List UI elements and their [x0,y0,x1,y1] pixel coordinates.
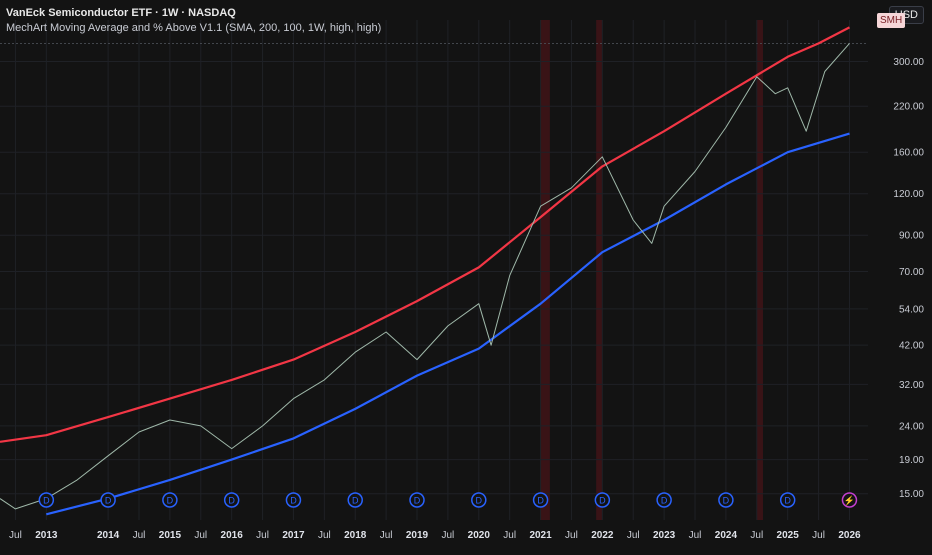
x-tick-label: Jul [194,530,207,541]
dividend-icon: D [414,496,421,506]
dividend-marker-circle [38,492,55,508]
x-tick-label: Jul [750,530,763,541]
dividend-icon: D [43,496,50,506]
dividend-icon: D [290,496,297,506]
x-tick-label: Jul [689,530,702,541]
indicator-title[interactable]: MechArt Moving Average and % Above V1.1 … [6,22,382,34]
x-tick-label: 2013 [35,530,58,541]
x-tick-label: Jul [9,530,22,541]
x-tick-label: 2022 [591,530,614,541]
x-tick-label: Jul [256,530,269,541]
x-tick-label: Jul [442,530,455,541]
y-tick-label: 24.00 [899,421,924,432]
x-tick-label: Jul [503,530,516,541]
y-tick-label: 15.00 [899,489,924,500]
split-icon: ⚡ [844,495,855,507]
highlight-period [540,20,550,520]
dividend-marker[interactable]: D [347,492,363,508]
dividend-icon: D [352,496,359,506]
dividend-marker-circle [532,492,549,508]
x-tick-label: 2015 [159,530,182,541]
y-tick-label: 90.00 [899,231,924,242]
x-tick-label: 2014 [97,530,120,541]
dividend-marker-circle [779,492,796,508]
dividend-marker[interactable]: D [779,492,796,508]
x-tick-label: 2020 [468,530,491,541]
dividend-icon: D [723,496,730,506]
sma-line[interactable] [46,132,850,516]
x-tick-label: 2017 [282,530,305,541]
dividend-marker[interactable]: D [162,492,178,508]
dividend-marker-circle [656,492,672,508]
x-tick-label: Jul [812,530,825,541]
dividend-marker[interactable]: D [409,492,425,508]
x-tick-label: 2026 [838,530,861,541]
chart-legend: VanEck Semiconductor ETF · 1W · NASDAQ M… [6,6,381,36]
y-tick-label: 120.00 [893,189,924,200]
dividend-marker-circle [471,492,487,508]
y-tick-label: 220.00 [893,102,924,113]
y-tick-label: 160.00 [893,148,924,159]
dividend-marker-circle [718,492,734,508]
dividend-marker-circle [100,492,116,508]
y-tick-label: 54.00 [899,304,924,315]
x-tick-label: Jul [380,530,393,541]
y-tick-label: 19.00 [899,455,924,466]
x-tick-label: 2021 [529,530,552,541]
dividend-icon: D [784,496,791,506]
y-tick-label: 32.00 [899,380,924,391]
symbol-badge: SMH [877,13,906,28]
dividend-icon: D [105,496,112,506]
symbol-title[interactable]: VanEck Semiconductor ETF · 1W · NASDAQ [6,7,236,19]
dividend-icon: D [167,496,174,506]
split-marker-circle [841,492,858,508]
dividend-icon: D [661,496,668,506]
x-tick-label: Jul [318,530,331,541]
split-marker[interactable]: ⚡ [841,492,858,508]
dividend-marker[interactable]: D [656,492,672,508]
y-tick-label: 300.00 [893,57,924,68]
x-tick-label: Jul [133,530,146,541]
dividend-marker-circle [409,492,425,508]
dividend-icon: D [476,496,483,506]
dividend-marker[interactable]: D [471,492,487,508]
dividend-marker[interactable]: D [38,492,55,508]
price-line[interactable] [0,43,850,510]
x-tick-label: 2016 [221,530,244,541]
x-tick-label: 2019 [406,530,429,541]
dividend-marker[interactable]: D [285,492,302,508]
dividend-icon: D [537,496,544,506]
x-tick-label: 2018 [344,530,367,541]
dividend-marker-circle [162,492,178,508]
dividend-icon: D [228,496,235,506]
dividend-marker-circle [285,492,302,508]
x-tick-label: Jul [627,530,640,541]
highlight-period [596,20,603,520]
y-tick-label: 42.00 [899,341,924,352]
dividend-marker-circle [594,492,611,508]
dividend-marker[interactable]: D [594,492,611,508]
dividend-marker-circle [223,492,240,508]
x-tick-label: 2023 [653,530,676,541]
dividend-icon: D [599,496,606,506]
dividend-marker[interactable]: D [718,492,734,508]
dividend-marker[interactable]: D [532,492,549,508]
dividend-marker-circle [347,492,363,508]
x-tick-label: Jul [565,530,578,541]
dividend-marker[interactable]: D [100,492,116,508]
x-tick-label: 2025 [777,530,800,541]
dividend-marker[interactable]: D [223,492,240,508]
y-tick-label: 70.00 [899,267,924,278]
x-tick-label: 2024 [715,530,738,541]
highlight-period [756,20,763,520]
upper-band-line[interactable] [0,26,851,443]
